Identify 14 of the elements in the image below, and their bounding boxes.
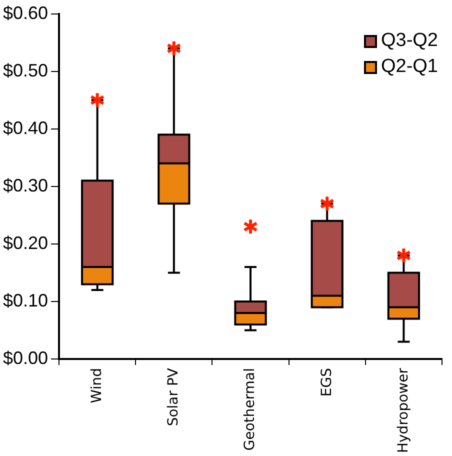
y-tick-label: $0.50 (2, 60, 48, 80)
y-tick-label: $0.00 (2, 348, 48, 368)
y-tick-label: $0.20 (2, 232, 48, 253)
x-tick-label: Hydropower (395, 368, 412, 453)
y-tick-label: $0.30 (2, 175, 48, 196)
y-tick-label: $0.10 (2, 290, 48, 310)
x-tick-label: Wind (88, 368, 105, 404)
x-tick-label: Solar PV (166, 368, 182, 426)
annotation: Q3-Q2 (380, 30, 438, 52)
annotation: Q2-Q1 (380, 56, 438, 78)
y-tick-label: $0.60 (2, 2, 48, 23)
y-tick-label: $0.40 (2, 118, 48, 138)
x-tick-label: Geothermal (242, 368, 258, 451)
x-tick-label: EGS (318, 368, 335, 397)
